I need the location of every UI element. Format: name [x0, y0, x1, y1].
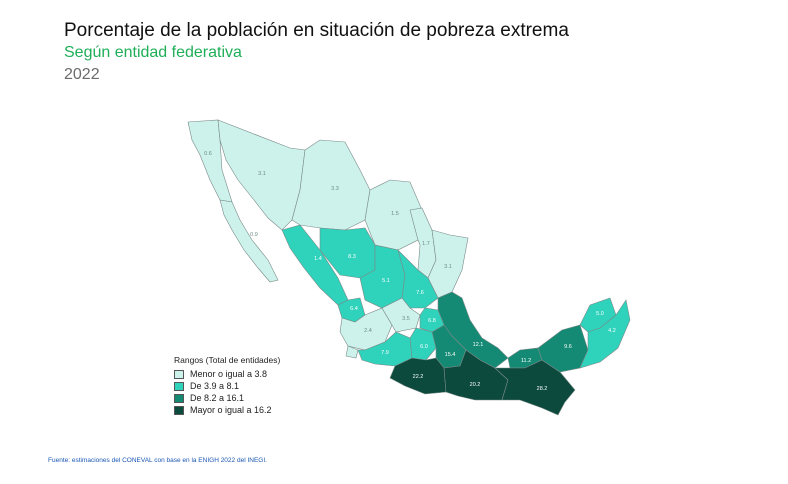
legend-label: De 8.2 a 16.1 — [190, 393, 245, 403]
label-san-luis-potosi: 7.6 — [416, 290, 424, 296]
label-sinaloa: 1.4 — [314, 256, 322, 262]
label-guanajuato: 3.5 — [402, 316, 410, 322]
legend-swatch — [174, 393, 184, 403]
label-chiapas: 28.2 — [537, 386, 548, 392]
label-tamaulipas: 3.1 — [444, 264, 452, 270]
label-nuevo-leon: 1.7 — [422, 241, 430, 247]
legend-item: De 3.9 a 8.1 — [174, 380, 280, 392]
map-legend: Rangos (Total de entidades) Menor o igua… — [174, 355, 280, 416]
label-puebla: 15.4 — [445, 352, 456, 358]
label-durango: 8.3 — [348, 254, 356, 260]
legend-item: De 8.2 a 16.1 — [174, 392, 280, 404]
label-chihuahua: 3.3 — [331, 186, 339, 192]
state-jalisco — [339, 307, 393, 351]
label-baja-california-sur: 0.9 — [250, 232, 258, 238]
legend-label: Menor o igual a 3.8 — [190, 369, 268, 379]
label-oaxaca: 20.2 — [470, 382, 481, 388]
legend-swatch — [174, 405, 184, 415]
legend-title: Rangos (Total de entidades) — [174, 355, 281, 365]
legend-swatch — [174, 381, 184, 391]
label-zacatecas: 5.1 — [382, 278, 390, 284]
label-mexico: 6.0 — [420, 344, 428, 350]
state-san-luis-potosi — [397, 248, 439, 309]
label-campeche: 9.6 — [564, 344, 572, 350]
label-guerrero: 22.2 — [413, 374, 424, 380]
label-yucatan: 5.0 — [596, 311, 604, 317]
legend-item: Menor o igual a 3.8 — [174, 368, 280, 380]
state-chihuahua — [291, 139, 371, 231]
mexico-map: 3.1 3.3 1.5 1.7 3.1 0.6 0.9 2.4 3.5 1.4 … — [187, 119, 631, 416]
state-colima — [345, 345, 359, 359]
label-michoacan: 7.9 — [381, 350, 389, 356]
label-quintana-roo: 4.2 — [608, 328, 616, 334]
label-nayarit: 6.4 — [350, 306, 358, 312]
legend-swatch — [174, 369, 184, 379]
map-subtitle: Según entidad federativa — [64, 44, 242, 61]
label-sonora: 3.1 — [258, 171, 266, 177]
label-hidalgo: 6.8 — [428, 318, 436, 324]
label-veracruz: 12.1 — [473, 342, 484, 348]
map-year: 2022 — [64, 66, 100, 83]
state-baja-california-sur — [219, 199, 279, 283]
source-note: Fuente: estimaciones del CONEVAL con bas… — [48, 457, 267, 464]
legend-item: Mayor o igual a 16.2 — [174, 404, 280, 416]
state-guanajuato — [381, 297, 421, 333]
state-quintana-roo — [579, 299, 631, 369]
state-chiapas — [494, 359, 576, 416]
label-baja-california: 0.6 — [204, 151, 212, 157]
legend-label: De 3.9 a 8.1 — [190, 381, 240, 391]
label-coahuila: 1.5 — [391, 211, 399, 217]
label-tabasco: 11.2 — [521, 358, 531, 364]
legend-label: Mayor o igual a 16.2 — [190, 405, 272, 415]
map-title: Porcentaje de la población en situación … — [64, 20, 569, 41]
state-sonora — [217, 119, 306, 231]
label-jalisco: 2.4 — [364, 328, 372, 334]
